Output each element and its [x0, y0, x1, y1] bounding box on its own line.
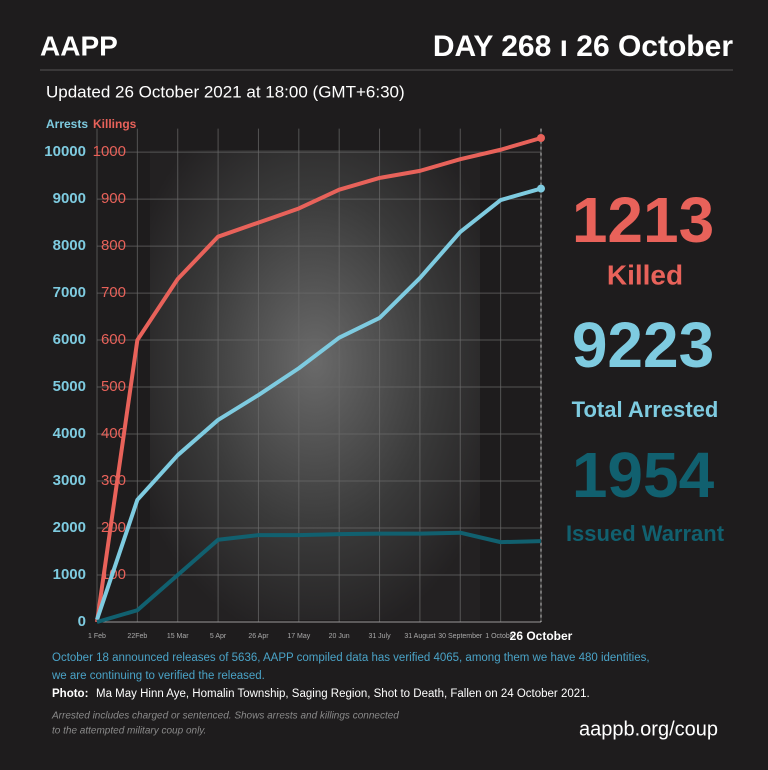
stat-number: 1213	[572, 184, 714, 256]
y-tick-label: 10000	[44, 143, 86, 160]
stat-label: Issued Warrant	[566, 521, 725, 546]
photo	[150, 150, 480, 620]
note: October 18 announced releases of 5636, A…	[52, 652, 650, 664]
x-tick-label: 22Feb	[127, 633, 147, 640]
stat-label: Total Arrested	[572, 397, 719, 422]
y2-tick-label: 300	[101, 472, 126, 489]
footnote: to the attempted military coup only.	[52, 726, 206, 737]
y-tick-label: 2000	[53, 519, 86, 536]
brand: AAPP	[40, 30, 118, 61]
y2-tick-label: 800	[101, 237, 126, 254]
y2-tick-label: 500	[101, 378, 126, 395]
url: aappb.org/coup	[579, 718, 718, 740]
line	[95, 136, 542, 623]
x-tick-label: 1 Feb	[88, 633, 106, 640]
photo-caption: Ma May Hinn Aye, Homalin Township, Sagin…	[96, 688, 590, 700]
end-dot	[537, 133, 545, 142]
subtitle: Updated 26 October 2021 at 18:00 (GMT+6:…	[46, 82, 405, 101]
photo-label: Photo:	[52, 688, 88, 700]
y-tick-label: 1000	[53, 566, 86, 583]
y2-tick-label: 900	[101, 190, 126, 207]
line	[95, 186, 542, 621]
x-tick-label: 31 July	[368, 633, 391, 640]
y2-tick-label: 1000	[93, 143, 126, 160]
y-tick-label: 6000	[53, 331, 86, 348]
stat-label: Killed	[607, 259, 683, 290]
y-tick-label: 4000	[53, 425, 86, 442]
x-tick-label: 26 October	[510, 629, 573, 643]
y-tick-label: 3000	[53, 472, 86, 489]
y2-axis-title: Killings	[93, 117, 137, 131]
y-tick-label: 8000	[53, 237, 86, 254]
x-tick-label: 17 May	[287, 633, 310, 640]
stat-number: 9223	[572, 309, 714, 381]
note: we are continuing to verified the releas…	[51, 670, 265, 682]
y-tick-label: 7000	[53, 284, 86, 301]
y-tick-label: 0	[78, 613, 86, 630]
footnote: Arrested includes charged or sentenced. …	[51, 711, 399, 722]
y-axis-title: Arrests	[46, 117, 88, 131]
y-tick-label: 5000	[53, 378, 86, 395]
stat-number: 1954	[572, 439, 715, 511]
x-tick-label: 15 Mar	[167, 633, 189, 640]
day-title: DAY 268 ı 26 October	[433, 30, 733, 63]
x-tick-label: 30 September	[438, 633, 483, 640]
x-tick-label: 26 Apr	[248, 633, 269, 640]
x-tick-label: 5 Apr	[210, 633, 227, 640]
y2-tick-label: 700	[101, 284, 126, 301]
x-tick-label: 1 October	[485, 633, 516, 640]
end-dot	[537, 184, 545, 193]
y2-tick-label: 400	[101, 425, 126, 442]
y-tick-label: 9000	[53, 190, 86, 207]
y2-tick-label: 600	[101, 331, 126, 348]
x-tick-label: 20 Jun	[329, 633, 350, 640]
line	[96, 530, 542, 624]
x-tick-label: 31 August	[404, 633, 435, 640]
y2-tick-label: 200	[101, 519, 126, 536]
